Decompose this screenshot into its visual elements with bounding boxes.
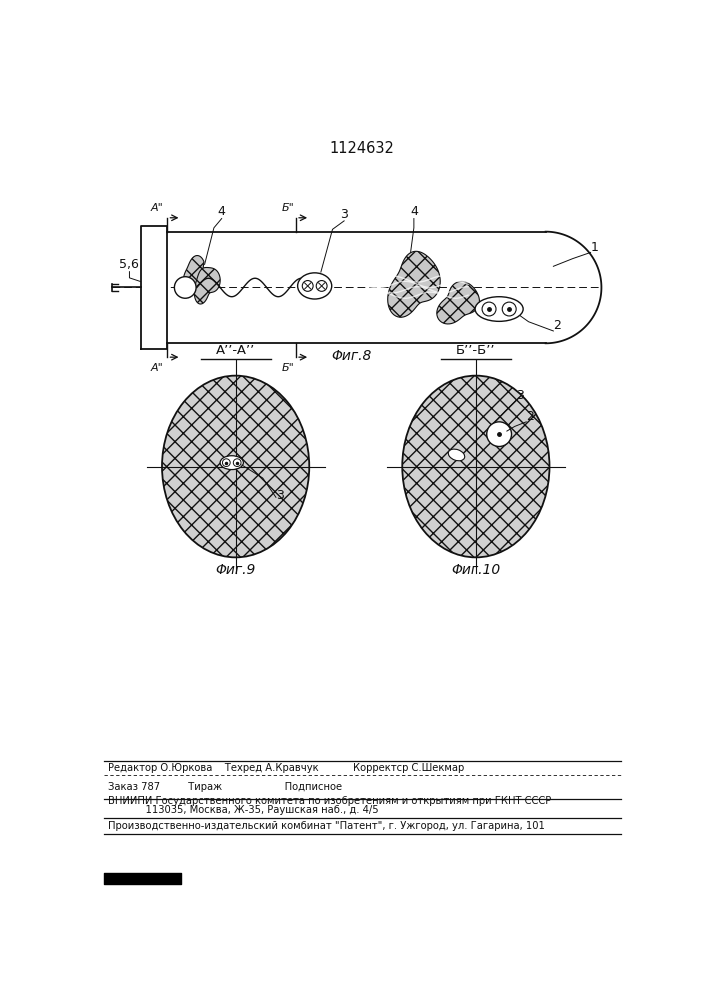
Text: Заказ 787         Тираж                    Подписное: Заказ 787 Тираж Подписное [107,782,342,792]
Text: 1124632: 1124632 [329,141,395,156]
Text: А": А" [151,363,163,373]
Text: 1: 1 [590,241,598,254]
Text: 3: 3 [516,389,524,402]
Polygon shape [183,256,204,295]
Ellipse shape [475,297,523,321]
Text: 4: 4 [218,205,226,218]
Circle shape [303,281,313,291]
Text: ВНИИПИ Государственного комитета по изобретениям и открытиям при ГКНТ СССР: ВНИИПИ Государственного комитета по изоб… [107,796,551,806]
Ellipse shape [298,273,332,299]
Circle shape [482,302,496,316]
Text: Б": Б" [282,363,295,373]
Circle shape [316,281,327,291]
Circle shape [233,459,241,466]
Text: Б": Б" [282,203,295,213]
Circle shape [502,302,516,316]
Text: А": А" [151,203,163,213]
Text: 2: 2 [526,410,534,423]
Ellipse shape [162,376,309,557]
Text: 5,6: 5,6 [119,258,139,271]
Text: Редактор О.Юркова    Техред А.Кравчук           Корректср С.Шекмар: Редактор О.Юркова Техред А.Кравчук Корре… [107,763,464,773]
Text: Φиг.8: Φиг.8 [332,349,372,363]
Text: Φиг.10: Φиг.10 [451,563,501,577]
Circle shape [223,459,230,466]
Text: 113035, Москва, Ж-35, Раушская наб., д. 4/5: 113035, Москва, Ж-35, Раушская наб., д. … [107,805,378,815]
Text: Φиг.9: Φиг.9 [216,563,256,577]
Ellipse shape [402,376,549,557]
Polygon shape [141,226,168,349]
Text: Производственно-издательский комбинат "Патент", г. Ужгород, ул. Гагарина, 101: Производственно-издательский комбинат "П… [107,821,544,831]
Circle shape [175,277,196,298]
Text: 3: 3 [276,489,284,502]
Text: Б’’-Б’’: Б’’-Б’’ [456,344,496,357]
Ellipse shape [448,449,464,461]
Polygon shape [437,281,479,324]
Polygon shape [387,251,440,317]
Ellipse shape [220,456,243,470]
Text: 3: 3 [340,208,348,221]
Text: A’’-A’’: A’’-A’’ [216,344,255,357]
Text: 2: 2 [554,319,561,332]
Text: 4: 4 [410,205,418,218]
Circle shape [486,422,512,446]
Polygon shape [194,267,220,304]
